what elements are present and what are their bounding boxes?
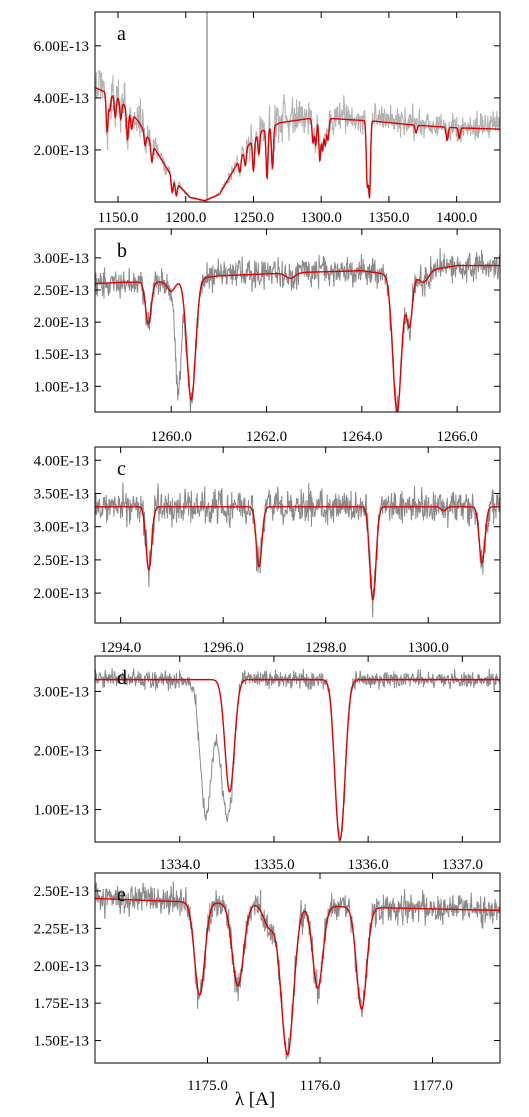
x-tick-label: 1177.0 [412, 1078, 453, 1094]
y-tick-label: 1.00E-13 [34, 379, 89, 395]
x-tick-label: 1300.0 [301, 210, 342, 226]
x-tick-label: 1335.0 [253, 857, 294, 873]
series-model-e [95, 897, 500, 1056]
x-tick-label: 1176.0 [300, 1078, 341, 1094]
y-tick-label: 2.00E-13 [34, 143, 89, 159]
y-tick-label: 2.00E-13 [34, 315, 89, 331]
axes-frame-d [94, 655, 501, 843]
y-tick-label: 1.75E-13 [34, 996, 89, 1012]
panel-label-e: e [117, 884, 126, 906]
plot-area-e [95, 881, 500, 1060]
x-tick-label: 1400.0 [436, 210, 477, 226]
y-tick-label: 3.00E-13 [34, 251, 89, 267]
plot-area-c [95, 482, 500, 618]
series-observed-a [95, 69, 500, 202]
x-tick-label: 1337.0 [442, 857, 483, 873]
axes-frame-a [94, 11, 501, 203]
x-tick-label: 1260.0 [151, 429, 192, 445]
y-tick-label: 1.50E-13 [34, 347, 89, 363]
y-tick-label: 3.50E-13 [34, 486, 89, 502]
plot-area-d [95, 668, 500, 842]
series-model-c [95, 506, 500, 601]
x-tick-label: 1175.0 [187, 1078, 228, 1094]
y-tick-label: 2.00E-13 [34, 743, 89, 759]
y-tick-label: 6.00E-13 [34, 39, 89, 55]
series-model-b [95, 264, 500, 412]
series-model-a [95, 86, 500, 202]
panel-d: 1334.0 1335.0 1336.0 1337.0 3.00E-13 2.00E-13… [34, 655, 501, 873]
y-tick-label: 4.00E-13 [34, 453, 89, 469]
x-tick-label: 1296.0 [203, 640, 244, 656]
x-tick-label: 1334.0 [159, 857, 200, 873]
x-tick-label: 1262.0 [246, 429, 287, 445]
axes-frame-e [94, 872, 501, 1064]
y-tick-label: 3.00E-13 [34, 684, 89, 700]
x-tick-label: 1350.0 [368, 210, 409, 226]
y-tick-label: 2.25E-13 [34, 921, 89, 937]
x-tick-label: 1336.0 [348, 857, 389, 873]
x-tick-label: 1266.0 [436, 429, 477, 445]
x-tick-label: 1300.0 [408, 640, 449, 656]
panel-a: 1150.0 1200.0 1250.0 1300.0 1350.0 1400.0 6.00… [34, 11, 501, 226]
series-observed-e [95, 881, 500, 1060]
x-tick-label: 1298.0 [305, 640, 346, 656]
y-tick-label: 3.00E-13 [34, 520, 89, 536]
panel-c: 1294.0 1296.0 1298.0 1300.0 4.00E-13 3.50E-13… [34, 446, 501, 656]
plot-area-a [95, 12, 500, 202]
panel-b: 1260.0 1262.0 1264.0 1266.0 3.00E-13 2.50E-13… [34, 228, 501, 445]
axes-frame-c [94, 446, 501, 624]
y-tick-label: 2.50E-13 [34, 283, 89, 299]
panel-e: 1175.0 1176.0 1177.0 2.50E-13 2.25E-13 2.00E-… [34, 872, 501, 1094]
x-tick-label: 1294.0 [100, 640, 141, 656]
series-observed-c [95, 482, 500, 618]
series-observed-b [95, 247, 500, 412]
y-tick-label: 1.50E-13 [34, 1034, 89, 1050]
panel-label-c: c [117, 458, 126, 480]
plot-area-b [95, 247, 500, 412]
x-tick-label: 1250.0 [233, 210, 274, 226]
y-tick-label: 2.00E-13 [34, 959, 89, 975]
panel-label-a: a [117, 23, 126, 45]
panel-label-b: b [117, 240, 127, 262]
x-tick-label: 1150.0 [98, 210, 139, 226]
y-tick-label: 2.50E-13 [34, 553, 89, 569]
axes-frame-b [94, 228, 501, 413]
y-tick-label: 2.50E-13 [34, 884, 89, 900]
y-tick-label: 2.00E-13 [34, 586, 89, 602]
x-axis-label: λ [A] [235, 1089, 275, 1110]
x-tick-label: 1264.0 [341, 429, 382, 445]
x-tick-label: 1200.0 [165, 210, 206, 226]
y-tick-label: 1.00E-13 [34, 803, 89, 819]
y-tick-label: 4.00E-13 [34, 91, 89, 107]
panel-label-d: d [117, 667, 127, 689]
series-observed-d [95, 668, 500, 842]
series-model-d [95, 678, 500, 841]
